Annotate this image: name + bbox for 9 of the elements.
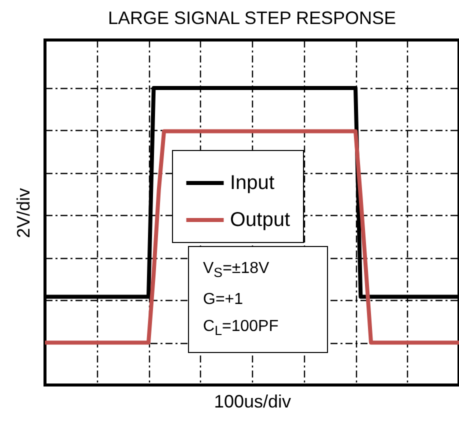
text-box: V$_{S}$=±18V G=+1 C$_{L}$=100PF (188, 246, 328, 354)
y-axis-title: 2V/div (14, 188, 34, 238)
legend-label: Input (230, 172, 275, 194)
x-axis-title: 100us/div (214, 392, 292, 412)
chart-title: LARGE SIGNAL STEP RESPONSE (108, 8, 396, 28)
annotation: C$_{L}$=100PF (203, 317, 280, 340)
legend-label: Output (230, 209, 290, 231)
annotation: V$_{S}$=±18V (203, 259, 270, 282)
annotation: G=+1 (203, 290, 244, 310)
